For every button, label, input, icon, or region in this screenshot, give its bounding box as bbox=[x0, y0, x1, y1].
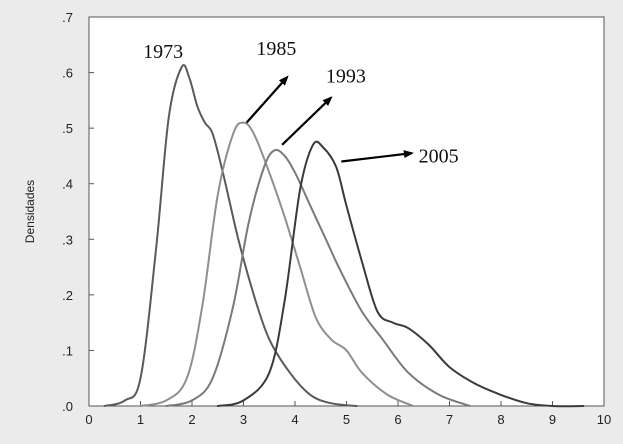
y-tick-label: .4 bbox=[62, 177, 73, 192]
x-tick-label: 4 bbox=[291, 412, 298, 427]
x-tick-label: 0 bbox=[85, 412, 92, 427]
axes: 0 1 2 3 4 5 6 7 8 9 10 .0 .1 .2 .3 .4 .5 .6 .7 bbox=[62, 10, 611, 427]
annotations: 1973 1985 1993 2005 bbox=[143, 38, 459, 168]
series-label-1993: 1993 bbox=[326, 66, 366, 88]
series-label-2005: 2005 bbox=[419, 146, 459, 168]
plot-area bbox=[88, 16, 605, 407]
series-line-1993 bbox=[165, 148, 472, 407]
series-line-1973 bbox=[103, 64, 358, 407]
y-tick-label: .1 bbox=[62, 343, 73, 358]
annotation-arrow-1993 bbox=[281, 96, 333, 146]
annotation-arrow-1985 bbox=[245, 75, 289, 124]
x-tick-label: 10 bbox=[597, 412, 611, 427]
y-tick-label: .7 bbox=[62, 10, 73, 25]
x-tick-label: 2 bbox=[188, 412, 195, 427]
x-tick-label: 5 bbox=[343, 412, 350, 427]
x-tick-label: 1 bbox=[137, 412, 144, 427]
y-tick-label: .3 bbox=[62, 232, 73, 247]
y-tick-label: .2 bbox=[62, 288, 73, 303]
y-tick-label: .0 bbox=[62, 399, 73, 414]
x-tick-label: 6 bbox=[394, 412, 401, 427]
x-tick-label: 3 bbox=[240, 412, 247, 427]
y-tick-label: .5 bbox=[62, 121, 73, 136]
x-tick-label: 7 bbox=[446, 412, 453, 427]
series-lines bbox=[103, 64, 585, 408]
series-label-1973: 1973 bbox=[143, 41, 183, 63]
annotation-arrow-2005 bbox=[341, 150, 414, 163]
series-line-2005 bbox=[216, 140, 585, 408]
series-label-1985: 1985 bbox=[256, 38, 296, 60]
x-tick-label: 8 bbox=[497, 412, 504, 427]
x-tick-label: 9 bbox=[549, 412, 556, 427]
series-line-1985 bbox=[139, 121, 415, 407]
y-tick-label: .6 bbox=[62, 66, 73, 81]
y-axis-label: Densidades bbox=[23, 180, 37, 243]
